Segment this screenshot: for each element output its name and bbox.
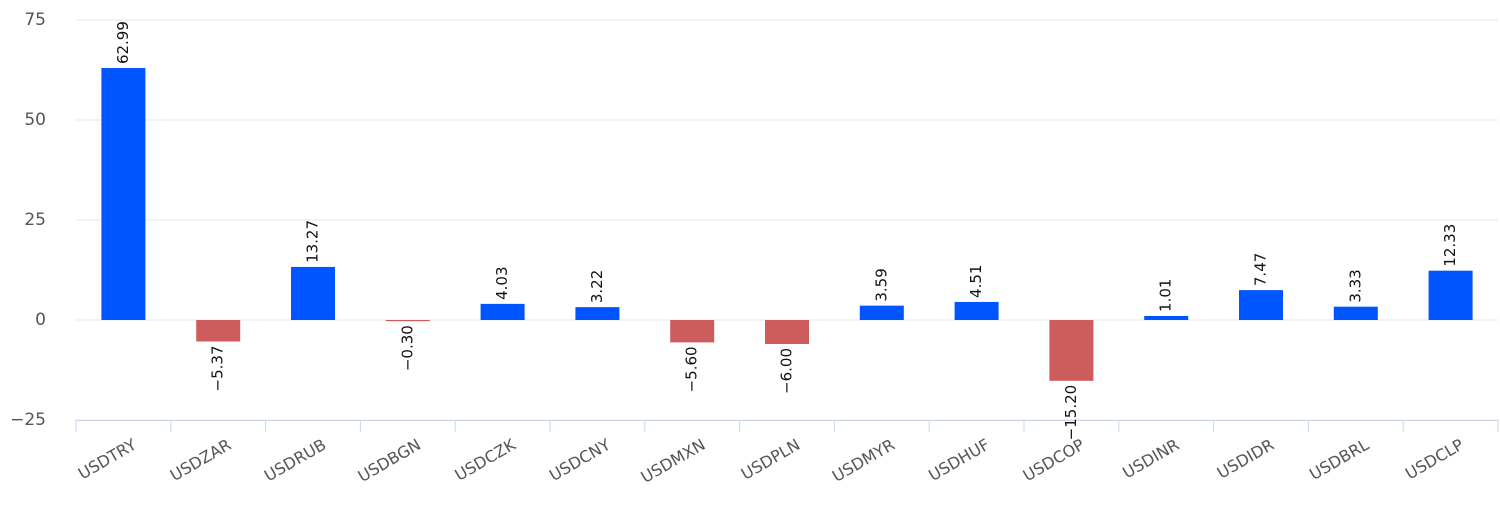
value-label: −0.30 [398, 325, 416, 371]
x-tick-label: USDMYR [829, 435, 898, 486]
value-label: 12.33 [1441, 224, 1459, 267]
bar [480, 303, 525, 320]
x-tick-label: USDHUF [925, 435, 993, 485]
value-label: 62.99 [114, 21, 132, 64]
bar [101, 68, 146, 320]
value-label: −5.37 [209, 345, 227, 391]
x-tick-label: USDPLN [738, 435, 804, 484]
x-tick-label: USDIDR [1214, 435, 1277, 483]
x-tick-label: USDCNY [546, 435, 614, 485]
x-tick-label: USDCLP [1402, 435, 1467, 484]
value-label: −6.00 [778, 348, 796, 394]
bar [765, 320, 809, 344]
x-tick-label: USDBGN [355, 435, 424, 486]
x-tick-label: USDZAR [167, 435, 235, 485]
value-label: −5.60 [683, 346, 701, 392]
x-tick-label: USDCOP [1020, 435, 1088, 485]
value-label: 7.47 [1252, 253, 1270, 286]
bar [1144, 315, 1189, 320]
bar [385, 320, 430, 322]
bar [196, 320, 241, 342]
bar [954, 301, 999, 320]
y-tick-label: 25 [24, 210, 46, 230]
value-label: −15.20 [1062, 385, 1080, 441]
x-tick-label: USDINR [1119, 435, 1182, 482]
x-tick-label: USDMXN [638, 435, 709, 487]
value-label: 3.22 [588, 270, 606, 303]
x-tick-label: USDCZK [451, 435, 519, 485]
bar [670, 320, 715, 343]
value-label: 3.59 [872, 268, 890, 301]
bar [859, 305, 904, 320]
x-tick-label: USDRUB [261, 435, 329, 485]
x-tick-label: USDTRY [75, 435, 140, 483]
bar [291, 266, 335, 320]
bar [1333, 306, 1378, 320]
bar [1239, 290, 1283, 320]
value-label: 4.51 [967, 265, 985, 298]
y-tick-label: 75 [24, 10, 46, 30]
value-label: 1.01 [1157, 279, 1175, 312]
bar [1428, 270, 1473, 320]
y-tick-label: 50 [24, 110, 46, 130]
value-label: 4.03 [493, 266, 511, 299]
bar [1049, 320, 1094, 381]
x-tick-label: USDBRL [1306, 435, 1372, 484]
y-tick-label: −25 [10, 410, 46, 430]
value-label: 13.27 [304, 220, 322, 263]
y-tick-label: 0 [35, 310, 46, 330]
bar [575, 307, 620, 320]
value-label: 3.33 [1346, 269, 1364, 302]
